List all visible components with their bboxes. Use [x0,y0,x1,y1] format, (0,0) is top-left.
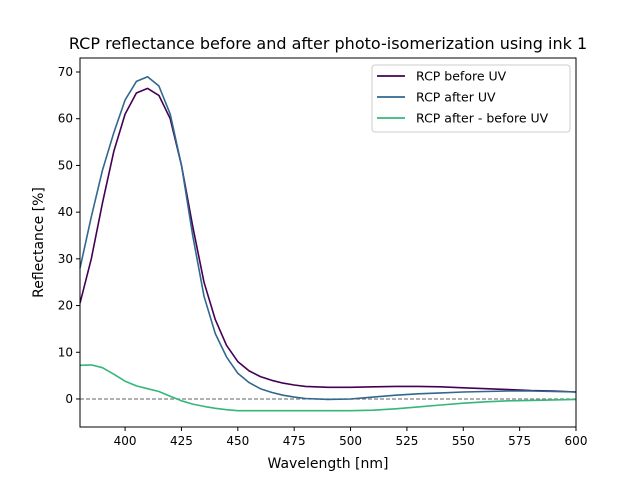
legend-label: RCP after - before UV [416,111,549,126]
series-line-3 [79,364,577,412]
x-tick-label: 525 [395,434,418,448]
chart-title: RCP reflectance before and after photo-i… [69,34,587,53]
x-tick-label: 475 [283,434,306,448]
legend: RCP before UV RCP after UV RCP after - bef… [371,64,571,133]
x-tick-label: 550 [452,434,475,448]
y-tick-label: 70 [58,65,73,79]
y-tick-label: 60 [58,112,73,126]
x-tick-label: 600 [565,434,588,448]
x-tick-label: 425 [170,434,193,448]
y-tick-label: 50 [58,158,73,172]
plot-frame [79,57,577,428]
y-axis-label: Reflectance [%] [31,187,47,298]
x-tick-label: 575 [508,434,531,448]
x-tick-label: 450 [226,434,249,448]
y-tick-label: 0 [65,392,73,406]
y-tick-label: 20 [58,299,73,313]
plot-area [79,75,577,412]
y-tick-label: 10 [58,345,73,359]
legend-label: RCP after UV [416,90,496,105]
y-tick-label: 40 [58,205,73,219]
legend-box [371,64,571,133]
axis-ticks: 400 425 450 475 500 525 550 575 600 0 10 20 30 40 50 60… [58,65,588,448]
series-line-2 [79,75,577,401]
y-tick-label: 30 [58,252,73,266]
legend-label: RCP before UV [416,69,507,84]
x-tick-label: 400 [114,434,137,448]
series-line-1 [79,87,577,393]
x-tick-label: 500 [339,434,362,448]
x-axis-label: Wavelength [nm] [268,456,389,472]
